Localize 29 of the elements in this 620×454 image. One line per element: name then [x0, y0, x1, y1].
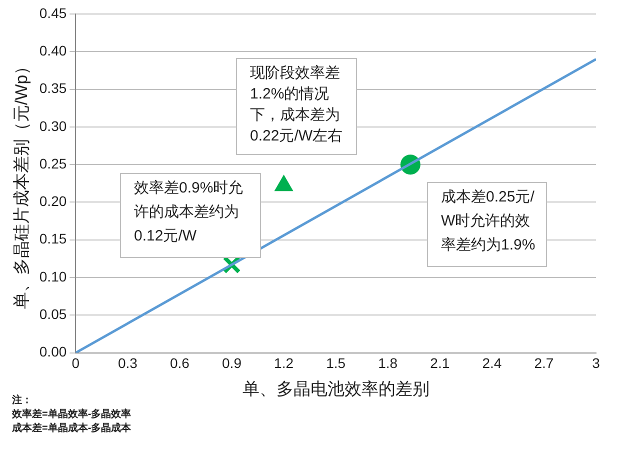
x-tick-label: 2.7	[534, 355, 554, 372]
x-tick-label: 2.4	[482, 355, 502, 372]
y-tick-label: 0.00	[39, 344, 67, 360]
text: 成本差=单晶成本-多晶成本	[11, 422, 132, 434]
y-tick-label: 0.25	[39, 155, 67, 172]
x-tick-label: 3	[592, 355, 600, 372]
x-tick-label: 2.1	[430, 355, 450, 372]
annotation: 效率差0.9%时允许的成本差约为0.12元/W	[134, 180, 244, 245]
y-tick-label: 0.10	[39, 268, 67, 284]
y-axis-title: 单、多晶硅片成本差别（元/Wp）	[12, 58, 31, 310]
x-tick-label: 0.3	[118, 355, 138, 372]
x-tick-label: 0.6	[170, 355, 190, 372]
x-tick-label: 0	[72, 355, 80, 372]
y-tick-label: 0.05	[39, 306, 67, 322]
y-tick-label: 0.20	[39, 193, 67, 210]
text: 效率差=单晶效率-多晶效率	[11, 408, 132, 420]
y-tick-label: 0.15	[39, 230, 67, 247]
x-tick-label: 1.5	[326, 355, 346, 372]
x-axis-title: 单、多晶电池效率的差别	[242, 379, 430, 398]
text: 注：	[11, 394, 32, 406]
x-tick-label: 0.9	[222, 355, 242, 372]
annotation: 现阶段效率差1.2%的情况下，成本差为0.22元/W左右	[250, 64, 343, 145]
y-tick-label: 0.45	[39, 4, 67, 21]
y-tick-label: 0.35	[39, 80, 67, 96]
annotation: 成本差0.25元/W时允许的效率差约为1.9%	[441, 188, 536, 254]
y-tick-label: 0.30	[39, 118, 67, 134]
y-tick-label: 0.40	[39, 42, 67, 59]
x-tick-label: 1.8	[378, 355, 398, 372]
x-tick-label: 1.2	[274, 355, 294, 372]
